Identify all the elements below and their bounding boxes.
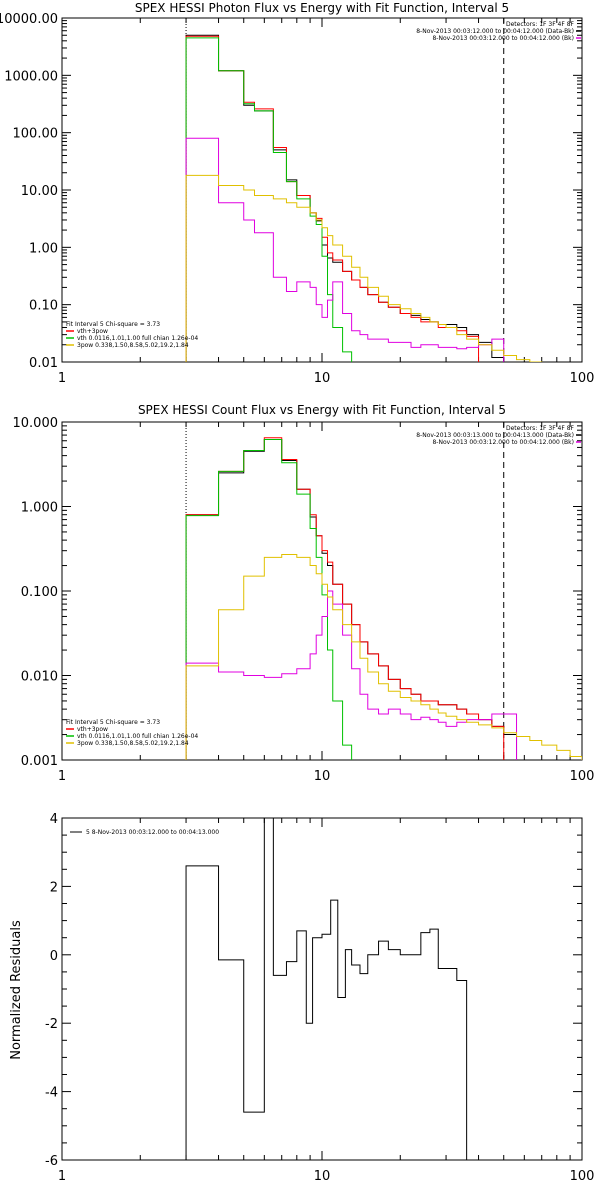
legend-text: vth 0.0116,1.01,1.00 full chian 1.26e-04 [77, 733, 198, 740]
y-tick-label: 1.00 [29, 241, 58, 256]
x-tick-label: 1 [58, 769, 66, 784]
y-tick-label: 0.01 [29, 356, 58, 371]
y-tick-label: 4 [50, 812, 58, 827]
y-tick-label: 2 [50, 880, 58, 895]
y-tick-label: 10.000 [13, 416, 59, 431]
photon-flux-plot-area: 1 10 100 0.01 0.10 1.00 10.00 100.00 1000.00 1000… [0, 12, 594, 386]
series-4-line [185, 174, 543, 362]
header-text: 8-Nov-2013 00:03:13.000 to 00:04:13.000 … [416, 432, 574, 439]
residuals-panel: Normalized Residuals 1 10 100 -6 -4 -2 0 2 4 5 8-… [9, 812, 595, 1184]
header-text: Detectors: 1F 3F 4F 8F [506, 425, 575, 432]
y-axis-label: Normalized Residuals [9, 920, 24, 1060]
y-tick-label: 10.00 [21, 184, 58, 199]
series-3-line [185, 137, 505, 362]
x-tick-label: 10 [314, 371, 331, 386]
series-group [185, 818, 468, 1160]
series-1-line [185, 437, 505, 760]
series-2-line [185, 37, 353, 362]
series-0-line [185, 818, 468, 1160]
y-tick-label: 0.001 [21, 754, 58, 769]
photon-flux-panel: SPEX HESSI Photon Flux vs Energy with Fi… [0, 1, 594, 386]
series-group [185, 422, 582, 760]
x-tick-label: 10 [314, 1169, 331, 1184]
legend-text: 3pow 0.338,1.50,8.58,5.02,19.2,1.84 [77, 740, 189, 747]
legend-text: vth+3pow [77, 328, 108, 335]
x-tick-label: 10 [314, 769, 331, 784]
x-tick-label: 1 [58, 1169, 66, 1184]
x-tick-label: 1 [58, 371, 66, 386]
series-group [185, 18, 543, 362]
series-2-line [185, 439, 353, 760]
y-tick-label: -2 [45, 1017, 58, 1032]
y-tick-label: 1.000 [21, 501, 58, 516]
residuals-plot-area: 1 10 100 -6 -4 -2 0 2 4 5 8-Nov-2013 00:03:12.000… [45, 812, 595, 1184]
legend-text: 3pow 0.338,1.50,8.58,5.02,19.2,1.84 [77, 342, 189, 349]
y-tick-label: 0.010 [21, 670, 58, 685]
series-3-line [185, 590, 518, 760]
y-tick-label: 0.10 [29, 299, 58, 314]
y-tick-label: 0.100 [21, 585, 58, 600]
y-tick-label: 1000.00 [4, 69, 58, 84]
x-tick-label: 100 [570, 1169, 595, 1184]
legend-text: 5 8-Nov-2013 00:03:12.000 to 00:04:13.00… [86, 829, 219, 836]
y-tick-label: -4 [45, 1086, 58, 1101]
legend-text: Fit Interval 5 Chi-square = 3.73 [66, 719, 160, 726]
y-tick-label: 100.00 [13, 127, 59, 142]
count-flux-panel: SPEX HESSI Count Flux vs Energy with Fit… [13, 403, 595, 784]
x-tick-label: 100 [570, 769, 595, 784]
panel-title: SPEX HESSI Photon Flux vs Energy with Fi… [135, 1, 509, 15]
panel-title: SPEX HESSI Count Flux vs Energy with Fit… [138, 403, 506, 417]
header-text: Detectors: 1F 3F 4F 8F [506, 21, 575, 28]
legend-text: Fit Interval 5 Chi-square = 3.73 [66, 321, 160, 328]
legend-text: vth 0.0116,1.01,1.00 full chian 1.26e-04 [77, 335, 198, 342]
y-tick-label: 10000.00 [0, 12, 58, 27]
header-text: 8-Nov-2013 00:03:12.000 to 00:04:12.000 … [432, 439, 574, 446]
header-text: 8-Nov-2013 00:03:12.000 to 00:04:12.000 … [432, 35, 574, 42]
series-4-line [185, 554, 582, 760]
count-flux-plot-area: 1 10 100 0.001 0.010 0.100 1.000 10.000 Detector… [13, 416, 595, 784]
plot-frame [61, 817, 583, 1161]
y-tick-label: 0 [50, 949, 58, 964]
header-text: 8-Nov-2013 00:03:12.000 to 00:04:12.000 … [416, 28, 574, 35]
x-tick-label: 100 [570, 371, 595, 386]
y-tick-label: -6 [45, 1154, 58, 1169]
legend-text: vth+3pow [77, 726, 108, 733]
